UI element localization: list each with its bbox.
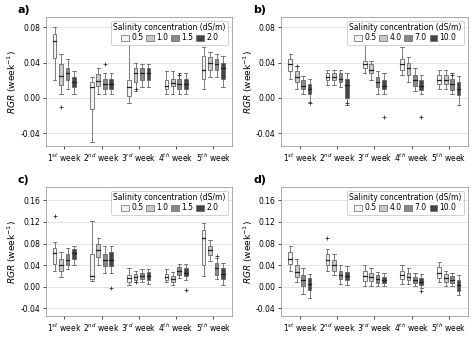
Bar [103, 80, 107, 89]
Bar [363, 61, 366, 68]
Bar [127, 80, 131, 96]
Bar [450, 276, 454, 283]
Bar [444, 75, 447, 84]
Text: a): a) [18, 5, 30, 15]
Bar [171, 79, 175, 86]
Bar [295, 265, 299, 277]
Bar [438, 75, 441, 84]
Legend: 0.5, 4.0, 7.0, 10.0: 0.5, 4.0, 7.0, 10.0 [347, 20, 464, 45]
Bar [382, 80, 386, 89]
Bar [301, 80, 305, 89]
Legend: 0.5, 1.0, 1.5, 2.0: 0.5, 1.0, 1.5, 2.0 [111, 20, 228, 45]
Bar [109, 252, 113, 266]
Bar [109, 80, 113, 89]
Bar [208, 57, 212, 70]
Bar [65, 254, 69, 265]
Bar [221, 268, 225, 279]
Bar [146, 68, 150, 80]
Bar [184, 79, 188, 89]
Legend: 0.5, 4.0, 7.0, 10.0: 0.5, 4.0, 7.0, 10.0 [347, 190, 464, 215]
Bar [96, 74, 100, 86]
Bar [53, 34, 56, 58]
Bar [369, 64, 373, 73]
Bar [134, 274, 137, 280]
Bar [301, 275, 305, 286]
Bar [326, 254, 329, 265]
Bar [134, 68, 137, 82]
Bar [177, 267, 181, 275]
Bar [127, 275, 131, 283]
Bar [376, 275, 380, 283]
Bar [171, 276, 175, 283]
Bar [90, 82, 94, 108]
Bar [457, 280, 460, 291]
Bar [53, 248, 56, 264]
Bar [146, 272, 150, 280]
Bar [376, 77, 380, 87]
Bar [308, 84, 311, 94]
Bar [96, 243, 100, 257]
Bar [363, 271, 366, 282]
Bar [59, 259, 63, 271]
Bar [215, 59, 219, 70]
Y-axis label: $RGR$ (week$^{-1}$): $RGR$ (week$^{-1}$) [241, 50, 255, 114]
Bar [288, 59, 292, 71]
Bar [202, 55, 206, 79]
Bar [438, 267, 441, 278]
Bar [345, 272, 349, 280]
Y-axis label: $RGR$ (week$^{-1}$): $RGR$ (week$^{-1}$) [6, 50, 19, 114]
Bar [419, 80, 423, 90]
Text: d): d) [253, 175, 266, 185]
Bar [177, 79, 181, 89]
Bar [419, 278, 423, 285]
Bar [308, 278, 311, 290]
Y-axis label: $RGR$ (week$^{-1}$): $RGR$ (week$^{-1}$) [6, 220, 19, 284]
Bar [338, 73, 342, 82]
Bar [72, 249, 76, 259]
Text: b): b) [253, 5, 266, 15]
Bar [332, 73, 336, 80]
Bar [413, 75, 417, 86]
Legend: 0.5, 1.0, 1.5, 2.0: 0.5, 1.0, 1.5, 2.0 [111, 190, 228, 215]
Bar [164, 80, 168, 89]
Y-axis label: $RGR$ (week$^{-1}$): $RGR$ (week$^{-1}$) [241, 220, 255, 284]
Bar [90, 254, 94, 279]
Bar [140, 273, 144, 279]
Bar [72, 77, 76, 87]
Bar [65, 68, 69, 80]
Bar [208, 246, 212, 255]
Bar [202, 230, 206, 265]
Bar [184, 268, 188, 276]
Bar [326, 73, 329, 80]
Bar [288, 252, 292, 264]
Bar [295, 71, 299, 82]
Bar [338, 271, 342, 279]
Bar [345, 79, 349, 98]
Text: c): c) [18, 175, 29, 185]
Bar [332, 260, 336, 271]
Bar [450, 79, 454, 90]
Bar [400, 271, 404, 279]
Bar [407, 273, 410, 280]
Bar [103, 254, 107, 266]
Bar [221, 63, 225, 79]
Bar [382, 277, 386, 283]
Bar [369, 273, 373, 282]
Bar [444, 274, 447, 282]
Bar [457, 82, 460, 95]
Bar [413, 277, 417, 283]
Bar [215, 263, 219, 275]
Bar [59, 64, 63, 85]
Bar [164, 274, 168, 280]
Bar [400, 59, 404, 70]
Bar [407, 63, 410, 75]
Bar [140, 68, 144, 80]
